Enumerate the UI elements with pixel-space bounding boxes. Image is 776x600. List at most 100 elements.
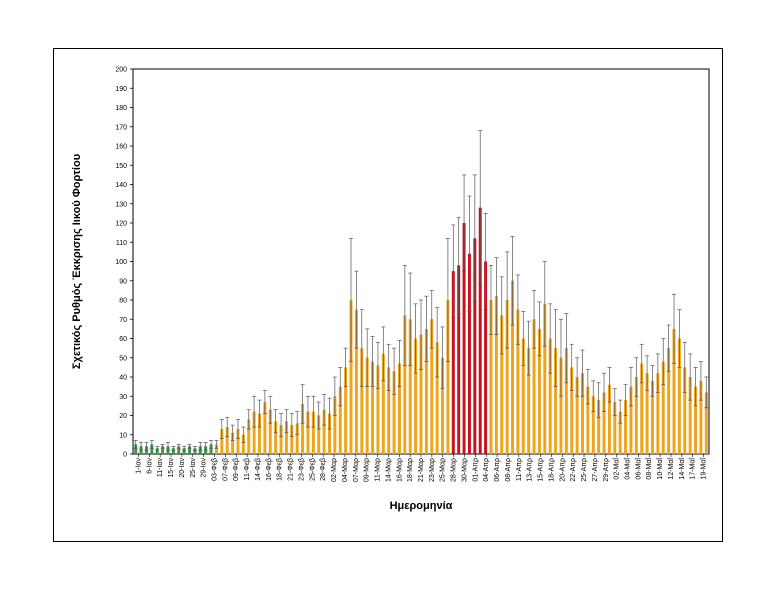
x-tick-label: 02-Μαΐ	[613, 458, 621, 480]
bar	[554, 348, 558, 454]
bar	[634, 377, 638, 454]
y-tick-label: 110	[116, 240, 127, 247]
y-tick-label: 60	[119, 336, 127, 343]
bar	[403, 315, 407, 454]
x-tick-label: 06-Μαΐ	[634, 458, 642, 480]
bar	[435, 342, 439, 454]
x-tick-label: 20-Απρ	[559, 458, 566, 482]
y-tick-label: 120	[115, 221, 127, 228]
bar	[613, 402, 617, 454]
x-tick-label: 25-Μαρ	[440, 458, 447, 482]
x-tick-label: 22-Απρ	[570, 458, 577, 482]
bar	[618, 411, 622, 454]
bar	[645, 373, 649, 454]
x-axis-label: Ημερομηνία	[390, 500, 453, 512]
bar	[430, 319, 434, 454]
x-tick-label: 11-Ιαν	[157, 458, 164, 478]
bar	[494, 296, 498, 454]
x-tick-label: 13-Απρ	[527, 458, 534, 482]
bar	[505, 300, 509, 454]
bar	[231, 432, 235, 454]
x-tick-label: 07-Φεβ	[222, 458, 229, 481]
x-tick-label: 14-Μαρ	[385, 458, 392, 482]
x-tick-label: 18-Φεβ	[277, 458, 284, 481]
bar	[414, 338, 418, 454]
bar	[371, 361, 375, 454]
bar	[161, 446, 165, 454]
bar	[392, 371, 396, 454]
x-tick-label: 29-Απρ	[603, 458, 610, 482]
y-tick-label: 30	[119, 394, 127, 401]
x-tick-label: 07-Μαρ	[353, 458, 360, 482]
bar	[467, 253, 471, 454]
y-tick-label: 40	[119, 375, 127, 382]
bar	[381, 353, 385, 454]
bar	[333, 396, 337, 454]
bar	[387, 367, 391, 454]
x-tick-label: 25-Φεβ	[309, 458, 316, 481]
bar	[683, 367, 687, 454]
bar	[694, 386, 698, 454]
x-tick-label: 18-Απρ	[548, 458, 555, 482]
bar	[182, 448, 186, 454]
bar	[171, 448, 175, 454]
bar	[597, 400, 601, 454]
x-tick-label: 11-Απρ	[516, 458, 523, 481]
y-tick-label: 70	[119, 317, 127, 324]
y-tick-label: 180	[115, 105, 127, 112]
bar	[462, 223, 466, 454]
bar	[484, 261, 488, 454]
x-tick-label: 21-Φεβ	[288, 458, 295, 481]
bar	[225, 427, 229, 454]
x-tick-label: 17-Μαΐ	[689, 458, 697, 480]
bar-chart: 1-Ιαν 6-Ιαν 11-Ιαν 15-Ιαν 20-Ιαν 25-Ιαν 29-Ιαν…	[71, 67, 710, 512]
bar	[446, 300, 450, 454]
chart-frame: 1-Ιαν 6-Ιαν 11-Ιαν 15-Ιαν 20-Ιαν 25-Ιαν 29-Ιαν…	[53, 48, 723, 542]
bar	[489, 300, 493, 454]
bar	[607, 384, 611, 454]
bar	[650, 380, 654, 454]
y-tick-label: 160	[115, 144, 127, 151]
bar	[570, 367, 574, 454]
bar	[193, 448, 197, 454]
bar	[500, 315, 504, 454]
y-tick-label: 20	[119, 413, 127, 420]
x-tick-label: 06-Απρ	[494, 458, 501, 482]
x-tick-label: 30-Μαρ	[461, 458, 468, 482]
bar	[397, 363, 401, 454]
y-tick-label: 140	[115, 182, 127, 189]
x-tick-label: 23-Μαρ	[429, 458, 436, 482]
x-tick-label: 21-Μαρ	[418, 458, 425, 482]
y-tick-label: 150	[115, 163, 127, 170]
bar	[338, 386, 342, 454]
x-tick-label: 12-Μαΐ	[667, 458, 675, 480]
y-tick-label: 200	[115, 67, 127, 74]
bar	[473, 238, 477, 454]
y-tick-label: 130	[115, 201, 127, 208]
x-tick-label: 25-Ιαν	[190, 458, 197, 478]
bar	[419, 334, 423, 454]
bar	[667, 348, 671, 454]
bar	[177, 446, 181, 454]
bar	[688, 377, 692, 454]
bar	[311, 411, 315, 454]
y-tick-label: 170	[115, 124, 127, 131]
bar	[284, 421, 288, 454]
bar	[317, 415, 321, 454]
y-tick-label: 10	[119, 432, 127, 439]
bar	[188, 446, 192, 454]
bar	[478, 207, 482, 454]
y-tick-label: 190	[115, 86, 127, 93]
bar	[295, 423, 299, 454]
x-tick-label: 09-Μαρ	[364, 458, 371, 482]
bar	[527, 348, 531, 454]
bar	[532, 319, 536, 454]
bar	[376, 365, 380, 454]
y-tick-label: 100	[115, 259, 127, 266]
bar	[344, 367, 348, 454]
bar	[408, 319, 412, 454]
bar	[306, 411, 310, 454]
bar	[241, 434, 245, 454]
bar	[537, 328, 541, 454]
x-tick-label: 28-Μαρ	[451, 458, 458, 482]
